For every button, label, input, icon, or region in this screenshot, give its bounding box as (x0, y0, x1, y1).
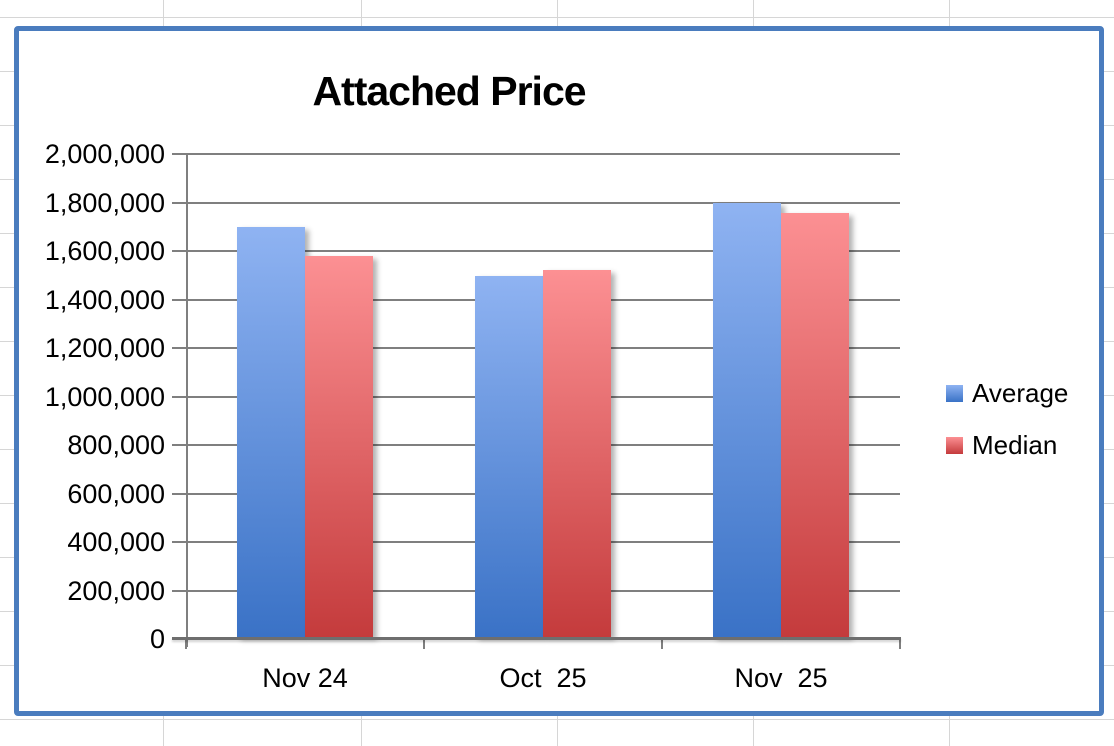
chart-title[interactable]: Attached Price (312, 68, 586, 114)
y-axis-tick-label: 1,600,000 (44, 236, 165, 266)
plot-area[interactable] (172, 153, 901, 649)
gridline (186, 250, 900, 252)
bar-average-2[interactable] (713, 203, 781, 637)
legend-label-median: Median (972, 430, 1058, 460)
y-axis-tick-label: 0 (149, 624, 165, 654)
legend-label-average: Average (972, 378, 1069, 408)
y-axis-tick (172, 299, 186, 301)
median-swatch-icon (946, 436, 963, 454)
x-axis-category-label: Oct 25 (499, 663, 587, 693)
bar-median-0[interactable] (305, 256, 373, 637)
y-axis-tick (172, 590, 186, 592)
gridline (186, 202, 900, 204)
y-axis-tick (172, 153, 186, 155)
x-axis-line (172, 637, 901, 640)
y-axis-tick (172, 347, 186, 349)
y-axis-tick-label: 1,800,000 (44, 188, 165, 218)
y-axis-tick (172, 250, 186, 252)
x-axis-tick (185, 639, 187, 649)
bar-median-1[interactable] (543, 270, 611, 637)
sheet-row-line (0, 719, 1114, 720)
y-axis-tick-label: 400,000 (67, 527, 165, 557)
legend-item-average[interactable]: Average (946, 378, 1069, 408)
y-axis-tick (172, 493, 186, 495)
chart-frame[interactable]: Attached Price 2,000,000 1,800,000 1,600,0… (14, 26, 1104, 716)
bar-median-2[interactable] (781, 213, 849, 637)
y-axis-tick-label: 200,000 (67, 576, 165, 606)
average-swatch-icon (946, 384, 963, 402)
y-axis-tick-label: 800,000 (67, 430, 165, 460)
x-axis-category-label: Nov 25 (734, 663, 828, 693)
y-axis-tick-label: 600,000 (67, 479, 165, 509)
y-axis-tick-label: 1,000,000 (44, 382, 165, 412)
y-axis-tick-label: 1,200,000 (44, 333, 165, 363)
bar-average-0[interactable] (237, 227, 305, 637)
x-axis-category-label: Nov 24 (262, 663, 348, 693)
y-axis-tick-label: 1,400,000 (44, 285, 165, 315)
y-axis-tick (172, 202, 186, 204)
bar-average-1[interactable] (475, 276, 543, 637)
legend-item-median[interactable]: Median (946, 430, 1058, 460)
y-axis-line (186, 154, 188, 647)
x-axis-tick (661, 639, 663, 649)
x-axis-tick (423, 639, 425, 649)
y-axis-tick (172, 396, 186, 398)
y-axis-tick (172, 444, 186, 446)
gridline (186, 153, 900, 155)
y-axis-tick-label: 2,000,000 (44, 139, 165, 169)
y-axis-tick (172, 541, 186, 543)
sheet-row-line (0, 17, 1114, 18)
x-axis-tick (899, 639, 901, 649)
